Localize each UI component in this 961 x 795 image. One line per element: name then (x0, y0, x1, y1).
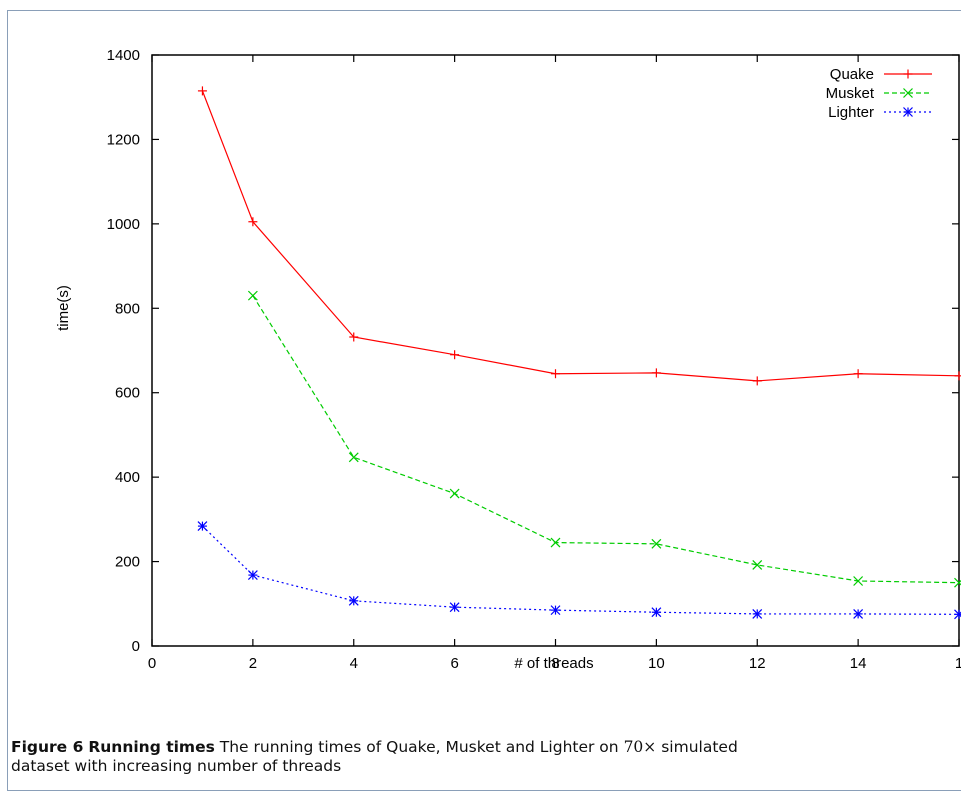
data-point-musket (348, 452, 359, 463)
y-axis-label: time(s) (55, 285, 72, 331)
y-tick-label: 400 (115, 469, 140, 486)
legend-marker-lighter (903, 107, 913, 117)
x-tick-label: 6 (450, 655, 458, 672)
data-point-musket (651, 538, 662, 549)
x-tick-label: 4 (350, 655, 358, 672)
data-point-lighter (449, 602, 460, 613)
x-tick-label: 8 (551, 655, 559, 672)
data-point-musket (550, 537, 561, 548)
data-point-quake (197, 86, 207, 96)
legend-marker-quake (903, 69, 913, 79)
data-point-musket (449, 488, 460, 499)
y-tick-label: 200 (115, 554, 140, 571)
data-point-musket (752, 560, 763, 570)
data-point-lighter (853, 608, 864, 619)
data-point-quake (450, 350, 460, 360)
series-line-musket (252, 295, 960, 584)
data-point-quake (551, 369, 560, 379)
caption-text-after: simulated (661, 738, 738, 756)
plot-frame (151, 54, 960, 647)
y-tick-label: 600 (115, 385, 140, 402)
data-point-lighter (348, 595, 359, 606)
series-layer (197, 86, 961, 620)
data-point-quake (651, 368, 661, 378)
legend-marker-musket (903, 88, 913, 98)
data-point-quake (954, 371, 961, 381)
x-tick-label: 2 (249, 655, 257, 672)
figure-frame (7, 10, 961, 791)
figure-label: Figure 6 (11, 738, 84, 756)
x-axis-label: # of threads (514, 655, 593, 672)
caption-line-2: dataset with increasing number of thread… (11, 757, 342, 775)
figure-caption: Figure 6 Running times The running times… (11, 738, 941, 776)
data-point-musket (853, 576, 864, 586)
data-point-lighter (752, 608, 763, 619)
x-tick-label: 14 (850, 655, 867, 672)
y-tick-label: 1200 (107, 131, 140, 148)
data-point-lighter (197, 521, 208, 532)
data-point-lighter (651, 607, 662, 618)
data-point-quake (349, 332, 359, 342)
caption-math: 70× (623, 738, 657, 756)
legend-label-lighter: Lighter (828, 104, 874, 121)
x-tick-label: 10 (648, 655, 665, 672)
y-tick-label: 0 (132, 638, 140, 655)
legend-label-quake: Quake (830, 66, 874, 83)
figure-title: Running times (88, 738, 215, 756)
x-tick-label: 0 (148, 655, 156, 672)
series-line-quake (201, 90, 960, 382)
data-point-musket (954, 577, 961, 588)
y-tick-label: 800 (115, 300, 140, 317)
y-tick-label: 1400 (107, 47, 140, 64)
data-point-lighter (954, 609, 961, 620)
data-point-quake (853, 369, 863, 379)
data-point-quake (752, 376, 762, 386)
data-point-lighter (247, 570, 258, 581)
x-tick-label: 12 (749, 655, 766, 672)
legend: Quake Musket Lighter (826, 66, 932, 121)
data-point-lighter (550, 605, 561, 616)
caption-text: The running times of Quake, Musket and L… (219, 738, 619, 756)
y-tick-label: 1000 (107, 216, 140, 233)
data-point-musket (247, 290, 258, 301)
series-line-lighter (202, 525, 960, 615)
legend-label-musket: Musket (826, 85, 875, 102)
x-tick-label: 1 (955, 655, 961, 672)
data-point-quake (248, 217, 258, 227)
